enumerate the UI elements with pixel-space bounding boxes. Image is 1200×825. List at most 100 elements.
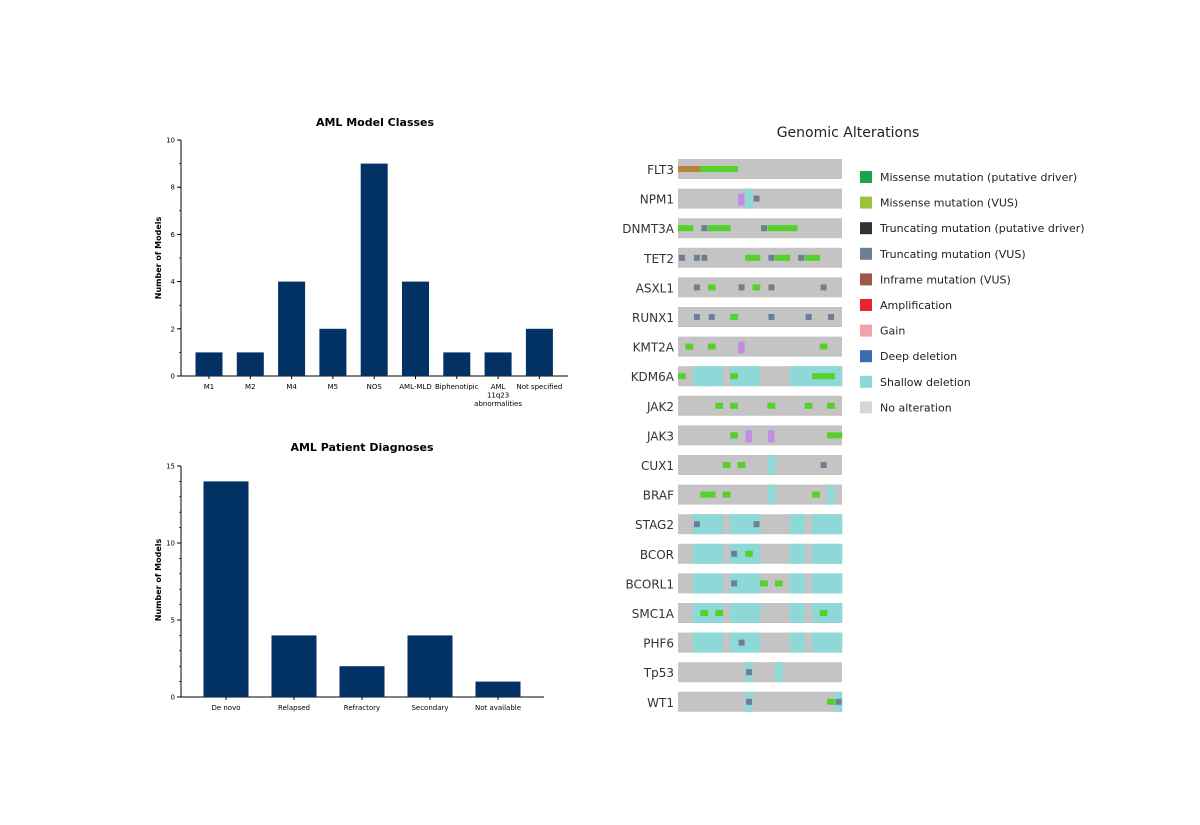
missense-mark bbox=[752, 254, 761, 261]
shallow-deletion-cell bbox=[745, 366, 753, 387]
missense-mark bbox=[722, 166, 731, 172]
gene-label: NPM1 bbox=[640, 193, 674, 207]
x-tick-label: Relapsed bbox=[278, 704, 310, 712]
x-tick-label: AML bbox=[491, 383, 506, 391]
legend-label: Inframe mutation (VUS) bbox=[880, 273, 1011, 286]
truncating-mark bbox=[761, 225, 767, 232]
shallow-deletion-cell bbox=[752, 573, 761, 594]
bar bbox=[443, 352, 471, 376]
shallow-deletion-cell bbox=[745, 514, 753, 535]
missense-mark bbox=[752, 284, 761, 291]
shallow-deletion-cell bbox=[767, 484, 776, 505]
gene-label: JAK2 bbox=[646, 400, 674, 414]
truncating-mark bbox=[835, 698, 842, 705]
shallow-deletion-cell bbox=[812, 543, 820, 564]
truncating-mark bbox=[746, 669, 753, 676]
y-tick-label: 4 bbox=[171, 278, 176, 286]
shallow-deletion-cell bbox=[692, 573, 701, 594]
gene-label: BCORL1 bbox=[625, 577, 674, 591]
gene-track bbox=[678, 484, 842, 505]
bar bbox=[525, 328, 553, 376]
truncating-mark bbox=[805, 314, 812, 320]
shallow-deletion-cell bbox=[715, 632, 724, 653]
missense-mark bbox=[767, 402, 776, 409]
x-tick-label: De novo bbox=[211, 704, 240, 712]
shallow-deletion-cell bbox=[745, 603, 753, 623]
shallow-deletion-cell bbox=[789, 366, 798, 387]
missense-mark bbox=[774, 580, 783, 587]
shallow-deletion-cell bbox=[700, 514, 709, 535]
shallow-deletion-cell bbox=[827, 603, 835, 623]
y-tick-label: 0 bbox=[171, 373, 175, 381]
x-tick-label: M5 bbox=[328, 383, 339, 391]
shallow-deletion-cell bbox=[745, 573, 753, 594]
shallow-deletion-cell bbox=[700, 543, 709, 564]
x-tick-label: Not specified bbox=[516, 383, 562, 391]
truncating-mark bbox=[768, 254, 775, 261]
x-tick-label: NOS bbox=[367, 383, 383, 391]
missense-mark bbox=[782, 254, 791, 261]
gene-label: SMC1A bbox=[632, 607, 675, 621]
missense-mark bbox=[774, 254, 783, 261]
missense-mark bbox=[730, 432, 738, 439]
inframe-mark bbox=[685, 166, 694, 172]
gene-label: JAK3 bbox=[646, 429, 674, 443]
y-axis-label: Number of Models bbox=[154, 539, 163, 622]
bar bbox=[203, 481, 249, 697]
missense-mark bbox=[685, 343, 694, 350]
truncating-mark bbox=[738, 284, 745, 291]
shallow-deletion-cell bbox=[812, 603, 820, 623]
x-tick-label: AML-MLD bbox=[399, 383, 431, 391]
shallow-deletion-cell bbox=[700, 573, 709, 594]
shallow-deletion-cell bbox=[797, 514, 806, 535]
shallow-deletion-cell bbox=[707, 366, 716, 387]
truncating-mark bbox=[798, 254, 805, 261]
bar bbox=[402, 281, 429, 376]
shallow-deletion-cell bbox=[745, 188, 753, 209]
alteration-mark bbox=[745, 430, 753, 443]
missense-mark bbox=[715, 610, 724, 616]
truncating-mark bbox=[820, 462, 827, 468]
shallow-deletion-cell bbox=[789, 514, 798, 535]
gene-track bbox=[678, 188, 842, 209]
legend-label: Gain bbox=[880, 325, 905, 338]
shallow-deletion-cell bbox=[707, 603, 716, 623]
bar bbox=[360, 163, 388, 376]
truncating-mark bbox=[679, 254, 685, 261]
legend-swatch bbox=[860, 222, 872, 235]
legend-label: Amplification bbox=[880, 299, 952, 312]
shallow-deletion-cell bbox=[804, 366, 813, 387]
shallow-deletion-cell bbox=[797, 543, 806, 564]
shallow-deletion-cell bbox=[707, 632, 716, 653]
shallow-deletion-cell bbox=[707, 514, 716, 535]
missense-mark bbox=[700, 491, 709, 498]
x-tick-label: Biphenotipic bbox=[435, 383, 479, 391]
legend-swatch bbox=[860, 401, 872, 414]
shallow-deletion-cell bbox=[692, 603, 701, 623]
missense-mark bbox=[678, 373, 686, 380]
shallow-deletion-cell bbox=[715, 366, 724, 387]
shallow-deletion-cell bbox=[797, 603, 806, 623]
missense-mark bbox=[730, 314, 738, 320]
gene-label: FLT3 bbox=[647, 163, 674, 177]
missense-mark bbox=[722, 491, 731, 498]
shallow-deletion-cell bbox=[819, 514, 828, 535]
alteration-mark bbox=[738, 193, 745, 206]
missense-mark bbox=[827, 373, 835, 380]
shallow-deletion-cell bbox=[707, 573, 716, 594]
shallow-deletion-cell bbox=[834, 573, 843, 594]
gene-label: KMT2A bbox=[633, 341, 675, 355]
missense-mark bbox=[774, 225, 783, 232]
shallow-deletion-cell bbox=[745, 632, 753, 653]
missense-mark bbox=[827, 698, 835, 705]
gene-label: RUNX1 bbox=[632, 311, 674, 325]
y-tick-label: 10 bbox=[166, 137, 175, 145]
y-axis-label: Number of Models bbox=[154, 217, 163, 300]
shallow-deletion-cell bbox=[819, 573, 828, 594]
bar bbox=[271, 635, 317, 697]
gene-label: PHF6 bbox=[643, 637, 674, 651]
legend-swatch bbox=[860, 171, 872, 183]
shallow-deletion-cell bbox=[730, 603, 738, 623]
alteration-mark bbox=[767, 430, 775, 443]
missense-mark bbox=[789, 225, 798, 232]
